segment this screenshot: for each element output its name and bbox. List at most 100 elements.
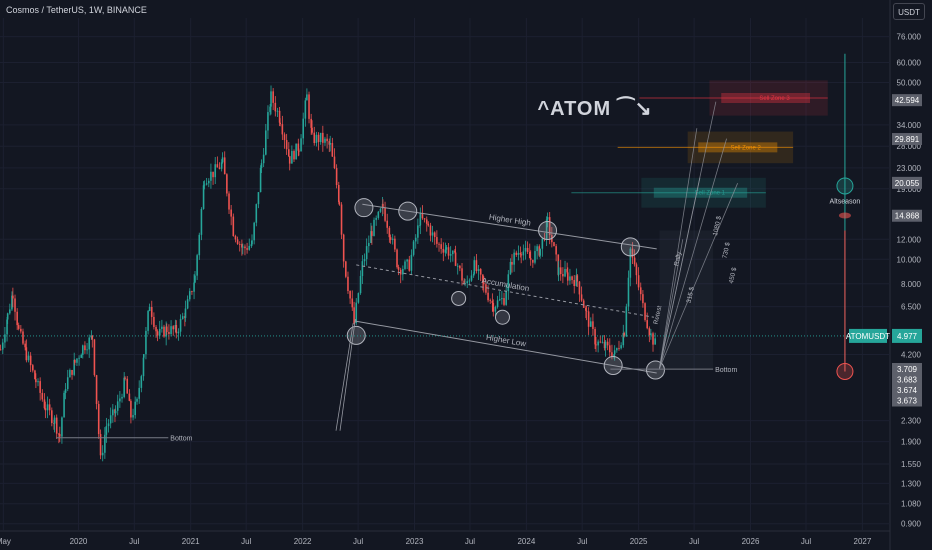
candle-body xyxy=(417,225,419,237)
candle-body xyxy=(489,300,491,301)
pivot-circle xyxy=(604,357,622,375)
candle-body xyxy=(233,217,235,236)
x-tick-label: Jul xyxy=(801,537,811,546)
candle-body xyxy=(180,319,182,332)
candle-body xyxy=(141,376,143,388)
candle-body xyxy=(609,345,611,352)
higher-high-label: Higher High xyxy=(488,212,531,227)
candle-body xyxy=(24,344,26,348)
altseason-circle xyxy=(837,178,853,194)
candle-body xyxy=(616,348,618,350)
candle-body xyxy=(527,248,529,252)
x-tick-label: Jul xyxy=(241,537,251,546)
projection-label: 450 $ xyxy=(728,266,738,284)
x-tick-label: 2020 xyxy=(70,537,88,546)
candle-body xyxy=(492,303,494,312)
projection-label: 1080 $ xyxy=(712,215,723,236)
candle-body xyxy=(366,246,368,259)
candle-body xyxy=(306,94,308,100)
candle-body xyxy=(640,287,642,294)
y-tick-label: 1.300 xyxy=(901,479,922,488)
candle-body xyxy=(408,260,410,271)
candle-body xyxy=(384,208,386,221)
candle-body xyxy=(432,232,434,235)
candle-body xyxy=(373,220,375,236)
candle-body xyxy=(392,239,394,240)
candle-body xyxy=(239,244,241,245)
candle-body xyxy=(386,221,388,228)
candle-body xyxy=(320,133,322,142)
candle-body xyxy=(420,213,422,225)
candle-body xyxy=(438,244,440,245)
candle-body xyxy=(157,331,159,335)
candle-body xyxy=(599,342,601,343)
price-tag-text: 3.673 xyxy=(897,397,918,406)
candle-body xyxy=(258,192,260,204)
projection-label: 730 $ xyxy=(722,241,732,259)
candle-body xyxy=(576,275,578,281)
candle-body xyxy=(201,209,203,235)
candle-body xyxy=(170,326,172,334)
candle-body xyxy=(194,276,196,283)
candle-body xyxy=(47,404,49,410)
candle-body xyxy=(646,320,648,328)
candle-body xyxy=(253,223,255,241)
candle-body xyxy=(251,240,253,244)
candle-body xyxy=(329,143,331,145)
candle-body xyxy=(228,193,230,209)
candle-body xyxy=(466,281,468,283)
candle-body xyxy=(291,151,293,164)
higher-low-label: Higher Low xyxy=(485,333,527,349)
candle-body xyxy=(84,345,86,350)
candle-body xyxy=(555,246,557,254)
guide-line xyxy=(336,323,353,431)
x-tick-label: 2026 xyxy=(742,537,760,546)
candle-body xyxy=(263,155,265,164)
candle-body xyxy=(256,204,258,223)
candle-body xyxy=(65,389,67,393)
candle-body xyxy=(94,339,96,375)
candle-body xyxy=(358,293,360,303)
candle-body xyxy=(459,266,461,268)
candle-body xyxy=(605,342,607,348)
candle-body xyxy=(553,242,555,246)
candle-body xyxy=(487,293,489,301)
candle-body xyxy=(168,332,170,334)
candle-body xyxy=(54,418,56,424)
candle-body xyxy=(341,204,343,234)
candle-body xyxy=(151,307,153,317)
candle-body xyxy=(471,275,473,280)
candle-body xyxy=(360,276,362,293)
candle-body xyxy=(288,149,290,156)
candle-body xyxy=(497,300,499,307)
currency-button[interactable]: USDT xyxy=(893,3,925,20)
candle-body xyxy=(275,103,277,111)
candle-body xyxy=(505,291,507,305)
candle-body xyxy=(237,239,239,244)
candle-body xyxy=(117,401,119,410)
candle-body xyxy=(153,317,155,327)
sell-zone-label: Sell Zone 3 xyxy=(759,96,790,102)
price-tag-text: 14.868 xyxy=(895,212,920,221)
candle-body xyxy=(536,246,538,251)
candle-body xyxy=(411,255,413,271)
candle-body xyxy=(602,342,604,343)
candle-body xyxy=(26,347,28,360)
candle-body xyxy=(480,269,482,275)
x-tick-label: 2024 xyxy=(517,537,535,546)
candle-body xyxy=(511,262,513,265)
candle-body xyxy=(155,327,157,331)
candle-body xyxy=(628,278,630,307)
candle-body xyxy=(178,332,180,334)
candle-body xyxy=(567,272,569,280)
price-tag-text: 3.674 xyxy=(897,386,918,395)
candle-body xyxy=(654,338,656,344)
candle-body xyxy=(650,333,652,335)
candle-body xyxy=(16,312,18,325)
candle-body xyxy=(642,294,644,303)
candle-body xyxy=(595,344,597,345)
candle-body xyxy=(265,130,267,154)
pivot-circle xyxy=(621,238,639,256)
